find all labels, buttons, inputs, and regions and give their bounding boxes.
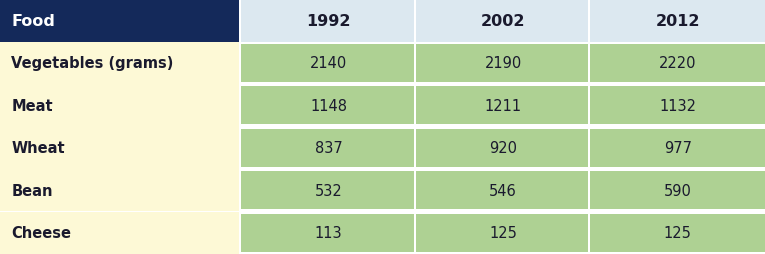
Bar <box>239 169 241 212</box>
Bar <box>591 42 765 85</box>
Text: 2190: 2190 <box>484 56 522 71</box>
Text: 920: 920 <box>489 141 517 156</box>
Text: 532: 532 <box>314 183 343 198</box>
Bar <box>239 85 241 127</box>
Bar <box>414 214 416 252</box>
Bar <box>416 85 591 127</box>
Bar <box>241 127 416 169</box>
Text: 125: 125 <box>489 225 517 240</box>
Text: 2220: 2220 <box>659 56 696 71</box>
Bar <box>239 42 241 85</box>
Bar <box>414 44 416 83</box>
Bar <box>0 212 241 213</box>
Bar <box>241 44 416 83</box>
Text: 113: 113 <box>314 225 342 240</box>
Bar <box>416 42 591 85</box>
Text: Cheese: Cheese <box>11 225 71 240</box>
Bar <box>591 44 765 83</box>
Bar <box>416 214 591 252</box>
Bar <box>588 214 591 252</box>
Bar <box>416 169 591 212</box>
Bar <box>416 212 591 254</box>
Bar <box>588 44 591 83</box>
Bar <box>591 129 765 167</box>
Bar <box>416 0 591 42</box>
Bar <box>591 169 765 212</box>
Bar <box>241 85 416 127</box>
Bar <box>588 171 591 210</box>
Bar <box>591 85 765 127</box>
Bar <box>591 214 765 252</box>
Bar <box>241 129 416 167</box>
Bar <box>591 171 765 210</box>
Bar <box>414 129 416 167</box>
Bar <box>239 0 241 42</box>
Bar <box>414 171 416 210</box>
Bar <box>416 171 591 210</box>
Text: 1211: 1211 <box>484 98 522 113</box>
Bar <box>0 0 241 42</box>
Text: 1148: 1148 <box>310 98 347 113</box>
Text: 546: 546 <box>490 183 517 198</box>
Bar <box>591 127 765 169</box>
Bar <box>416 44 591 83</box>
Bar <box>241 42 416 85</box>
Bar <box>241 171 416 210</box>
Bar <box>414 0 416 42</box>
Text: 2140: 2140 <box>310 56 347 71</box>
Bar <box>588 0 591 42</box>
Bar <box>241 0 416 42</box>
Bar <box>0 85 241 127</box>
Text: Bean: Bean <box>11 183 53 198</box>
Text: 125: 125 <box>664 225 692 240</box>
Text: 1132: 1132 <box>659 98 696 113</box>
Text: 837: 837 <box>314 141 343 156</box>
Bar <box>588 87 591 125</box>
Bar <box>416 87 591 125</box>
Bar <box>0 127 241 128</box>
Text: 2012: 2012 <box>656 14 700 29</box>
Bar <box>241 87 416 125</box>
Text: Vegetables (grams): Vegetables (grams) <box>11 56 174 71</box>
Bar <box>0 85 241 86</box>
Text: Meat: Meat <box>11 98 53 113</box>
Bar <box>0 169 241 170</box>
Text: Wheat: Wheat <box>11 141 65 156</box>
Bar <box>239 212 241 254</box>
Bar <box>0 169 241 212</box>
Bar <box>241 169 416 212</box>
Bar <box>0 42 241 85</box>
Bar <box>241 212 416 254</box>
Bar <box>416 127 591 169</box>
Bar <box>591 0 765 42</box>
Text: 2002: 2002 <box>481 14 526 29</box>
Text: Food: Food <box>11 14 55 29</box>
Bar <box>588 129 591 167</box>
Bar <box>0 127 241 169</box>
Text: 977: 977 <box>664 141 692 156</box>
Bar <box>591 212 765 254</box>
Bar <box>239 127 241 169</box>
Bar <box>416 129 591 167</box>
Bar <box>591 87 765 125</box>
Text: 1992: 1992 <box>306 14 351 29</box>
Bar <box>0 212 241 254</box>
Bar <box>241 214 416 252</box>
Text: 590: 590 <box>664 183 692 198</box>
Bar <box>414 87 416 125</box>
